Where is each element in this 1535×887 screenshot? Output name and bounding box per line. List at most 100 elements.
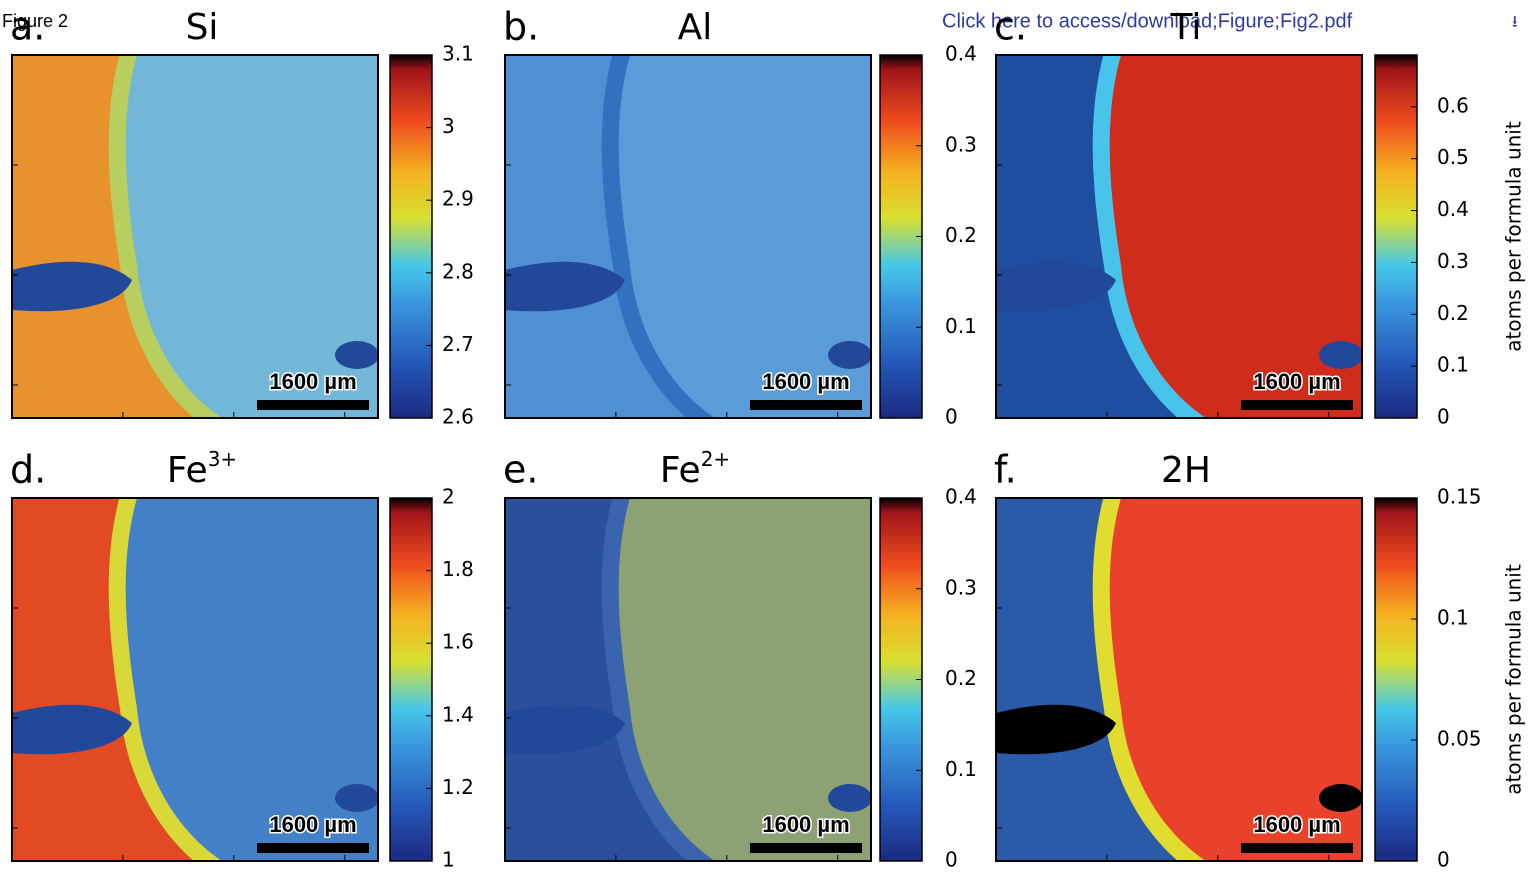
map-frame <box>11 497 379 862</box>
inclusion <box>12 261 132 312</box>
panel-label: d. <box>10 448 46 492</box>
title-text: Ti <box>1170 7 1202 48</box>
colorbar-tick-label: 2.8 <box>442 259 474 283</box>
map-image <box>505 498 871 861</box>
map-frame <box>995 54 1363 419</box>
panel-title: Fe3+ <box>167 447 237 492</box>
scale-bar-label: 1600 µm <box>269 812 356 837</box>
colorbar-tick-label: 0.2 <box>945 666 977 690</box>
colorbar-tick-label: 3.1 <box>442 42 474 66</box>
title-text: Fe <box>660 450 701 491</box>
colorbar-tick-label: 0.4 <box>1437 197 1469 221</box>
colorbar-tick-label: 1.4 <box>442 702 474 726</box>
colorbar-tick-label: 2.6 <box>442 405 474 429</box>
inclusion <box>828 784 871 812</box>
colorbar <box>879 497 923 862</box>
scale-bar <box>750 843 862 853</box>
colorbar-tick-label: 0 <box>945 405 958 429</box>
panel-title: Ti <box>1170 7 1202 48</box>
panel-title: 2H <box>1161 450 1211 491</box>
inclusion <box>996 261 1116 312</box>
zone-core <box>618 498 871 861</box>
colorbar-tick-label: 0.3 <box>1437 249 1469 273</box>
zone-core <box>125 498 378 861</box>
colorbar-tick-label: 0.6 <box>1437 93 1469 117</box>
colorbar-tick-label: 0.5 <box>1437 145 1469 169</box>
title-text: Al <box>678 7 713 48</box>
colorbar-tick-label: 1 <box>442 848 455 872</box>
colorbar <box>1374 497 1418 862</box>
colorbar-tick-label: 0.2 <box>1437 301 1469 325</box>
colorbar-tick-label: 0.3 <box>945 575 977 599</box>
inclusion <box>335 341 378 369</box>
scale-bar-label: 1600 µm <box>762 369 849 394</box>
title-superscript: 2+ <box>701 447 730 471</box>
map-panel: 1600 µm <box>995 497 1363 862</box>
colorbar-tick-label: 0.4 <box>945 485 977 509</box>
colorbar-tick-label: 0.2 <box>945 223 977 247</box>
colorbar-tick-label: 2.9 <box>442 187 474 211</box>
inclusion <box>505 704 625 755</box>
scale-bar <box>1241 843 1353 853</box>
map-image <box>996 498 1362 861</box>
title-text: 2H <box>1161 450 1211 491</box>
map-panel: 1600 µm <box>11 497 379 862</box>
zone-core <box>1109 55 1362 418</box>
colorbar-tick-label: 0.4 <box>945 42 977 66</box>
map-frame <box>995 497 1363 862</box>
colorbar-axis-label: atoms per formula unit <box>1502 564 1526 795</box>
panel-label: f. <box>994 448 1017 492</box>
colorbar-tick-label: 3 <box>442 114 455 138</box>
colorbar-tick-label: 1.8 <box>442 557 474 581</box>
inclusion <box>828 341 871 369</box>
inclusion <box>335 784 378 812</box>
colorbar-tick-label: 0.05 <box>1437 727 1482 751</box>
download-link[interactable]: Click here to access/download;Figure;Fig… <box>942 10 1353 32</box>
scale-bar-label: 1600 µm <box>1253 369 1340 394</box>
colorbar-axis-label: atoms per formula unit <box>1502 121 1526 352</box>
map-image <box>12 498 378 861</box>
map-frame <box>11 54 379 419</box>
colorbar-tick-label: 0.1 <box>945 757 977 781</box>
map-frame <box>504 497 872 862</box>
colorbar-tick-label: 0 <box>1437 848 1450 872</box>
inclusion <box>505 261 625 312</box>
zone-core <box>618 55 871 418</box>
inclusion <box>996 704 1116 755</box>
scale-bar <box>257 400 369 410</box>
map-image <box>996 55 1362 418</box>
title-text: Si <box>186 7 219 48</box>
panel-label: e. <box>503 448 538 492</box>
map-image <box>505 55 871 418</box>
panel-label: b. <box>503 5 539 49</box>
download-icon[interactable]: ⭳ <box>1512 12 1518 31</box>
scale-bar-label: 1600 µm <box>269 369 356 394</box>
colorbar-tick-label: 1.6 <box>442 630 474 654</box>
map-panel: 1600 µm <box>504 497 872 862</box>
colorbar-tick-label: 0.1 <box>945 314 977 338</box>
colorbar-tick-label: 0.15 <box>1437 485 1482 509</box>
colorbar-tick-label: 0.3 <box>945 132 977 156</box>
map-panel: 1600 µm <box>504 54 872 419</box>
colorbar-tick-label: 0 <box>1437 405 1450 429</box>
panel-title: Fe2+ <box>660 447 730 492</box>
colorbar-tick-label: 0.1 <box>1437 606 1469 630</box>
panel-label: c. <box>994 5 1027 49</box>
map-image <box>12 55 378 418</box>
colorbar <box>1374 54 1418 419</box>
panel-label: a. <box>10 5 45 49</box>
scale-bar <box>257 843 369 853</box>
scale-bar-label: 1600 µm <box>762 812 849 837</box>
colorbar <box>389 54 433 419</box>
map-panel: 1600 µm <box>11 54 379 419</box>
map-frame <box>504 54 872 419</box>
figure-label: Figure 2 <box>2 11 68 31</box>
title-text: Fe <box>167 450 208 491</box>
colorbar-tick-label: 2.7 <box>442 332 474 356</box>
colorbar-tick-label: 1.2 <box>442 775 474 799</box>
zone-core <box>125 55 378 418</box>
inclusion <box>1319 341 1362 369</box>
map-panel: 1600 µm <box>995 54 1363 419</box>
inclusion <box>12 704 132 755</box>
